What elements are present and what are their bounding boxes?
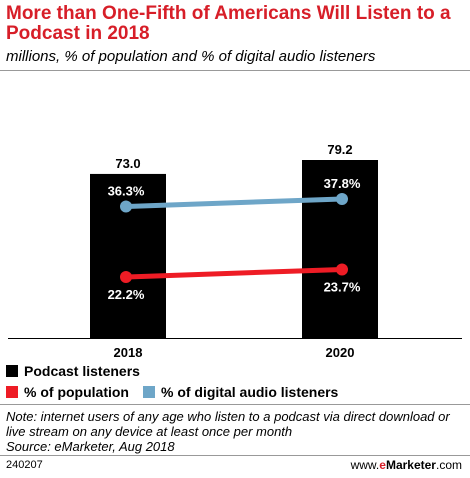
- legend-row-2: % of population % of digital audio liste…: [6, 383, 352, 401]
- line-digital-audio: [123, 196, 345, 209]
- bar-podcast-listeners-2020: [302, 160, 378, 338]
- legend-swatch-podcast-listeners: [6, 365, 18, 377]
- point-label-digital-audio-2020: 37.8%: [324, 176, 361, 191]
- point-label-digital-audio-2018: 36.3%: [108, 184, 145, 199]
- legend-item-population: % of population: [6, 384, 129, 400]
- legend-label-digital-audio: % of digital audio listeners: [160, 384, 339, 400]
- legend-item-digital-audio: % of digital audio listeners: [142, 384, 339, 400]
- legend-item-podcast-listeners: Podcast listeners: [6, 363, 140, 379]
- chart-plot: 73.0 79.2 36.3% 37.8% 22.2% 23.7% 2018 2020: [8, 142, 462, 360]
- top-divider: [0, 70, 470, 71]
- legend-swatch-digital-audio: [142, 386, 155, 398]
- point-digital-audio-2018: [120, 200, 132, 213]
- chart-notes: Note: internet users of any age who list…: [6, 409, 466, 454]
- point-label-population-2018: 22.2%: [108, 287, 145, 302]
- point-population-2020: [336, 263, 348, 276]
- footer-divider: [0, 455, 470, 456]
- emarketer-logo: www.eMarketer.com: [350, 458, 462, 472]
- point-label-population-2020: 23.7%: [324, 280, 361, 295]
- legend-label-podcast-listeners: Podcast listeners: [24, 363, 140, 379]
- bar-value-label-2018: 73.0: [115, 156, 140, 171]
- chart-title: More than One-Fifth of Americans Will Li…: [6, 3, 451, 44]
- source-text: Source: eMarketer, Aug 2018: [6, 439, 175, 454]
- chart-subtitle: millions, % of population and % of digit…: [6, 48, 376, 65]
- x-tick-label-2020: 2020: [326, 345, 355, 360]
- chart-id: 240207: [6, 459, 43, 471]
- bar-podcast-listeners-2018: [90, 173, 166, 338]
- point-digital-audio-2020: [336, 193, 348, 205]
- point-population-2018: [120, 271, 132, 283]
- legend-swatch-population: [6, 386, 18, 398]
- legend-row-1: Podcast listeners: [6, 362, 154, 380]
- legend-label-population: % of population: [24, 384, 129, 400]
- note-divider: [0, 404, 470, 405]
- line-population: [123, 267, 345, 280]
- x-tick-label-2018: 2018: [114, 345, 143, 360]
- note-text: Note: internet users of any age who list…: [6, 409, 450, 439]
- bar-value-label-2020: 79.2: [327, 142, 352, 157]
